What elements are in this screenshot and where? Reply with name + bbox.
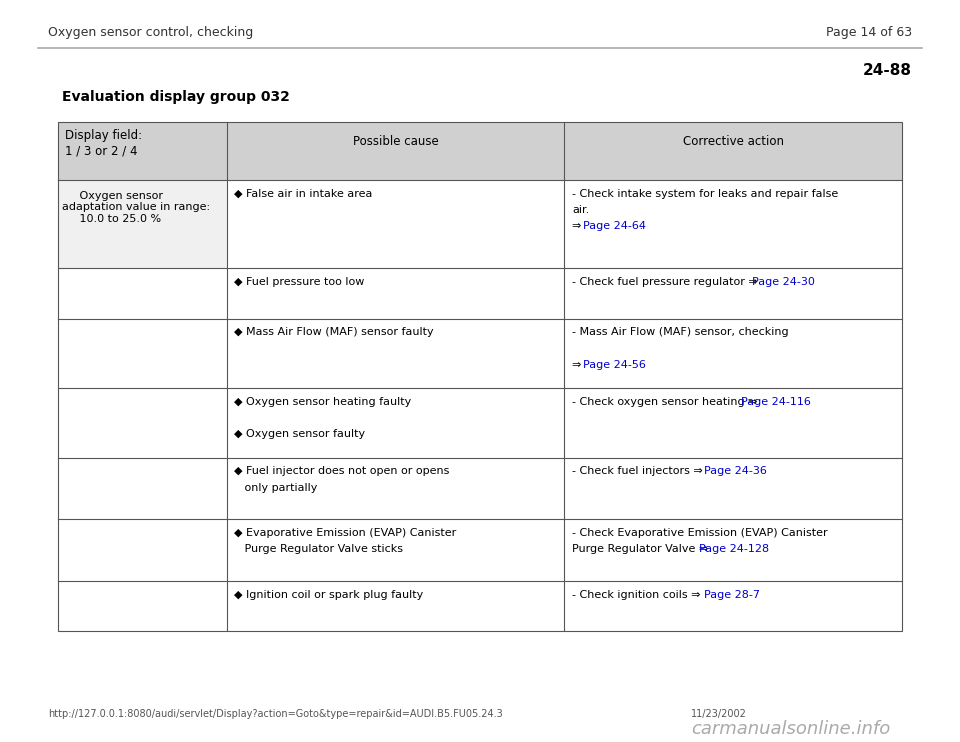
Text: - Check oxygen sensor heating ⇒: - Check oxygen sensor heating ⇒ bbox=[572, 397, 761, 407]
Bar bbox=[58, 122, 902, 631]
Text: Possible cause: Possible cause bbox=[352, 135, 439, 148]
Text: Page 24-64: Page 24-64 bbox=[583, 221, 646, 231]
Text: - Check fuel injectors ⇒: - Check fuel injectors ⇒ bbox=[572, 467, 707, 476]
Text: Page 14 of 63: Page 14 of 63 bbox=[826, 26, 912, 39]
Text: ◆ Oxygen sensor heating faulty: ◆ Oxygen sensor heating faulty bbox=[234, 397, 412, 407]
Text: - Check fuel pressure regulator ⇒: - Check fuel pressure regulator ⇒ bbox=[572, 278, 761, 287]
Text: Corrective action: Corrective action bbox=[683, 135, 784, 148]
Text: ◆ Oxygen sensor faulty: ◆ Oxygen sensor faulty bbox=[234, 430, 366, 439]
Text: Page 24-36: Page 24-36 bbox=[704, 467, 767, 476]
Text: Page 24-56: Page 24-56 bbox=[583, 360, 645, 370]
Text: 24-88: 24-88 bbox=[863, 63, 912, 78]
Text: ◆ Fuel pressure too low: ◆ Fuel pressure too low bbox=[234, 278, 365, 287]
Text: - Check ignition coils ⇒: - Check ignition coils ⇒ bbox=[572, 590, 704, 600]
Text: http://127.0.0.1:8080/audi/servlet/Display?action=Goto&type=repair&id=AUDI.B5.FU: http://127.0.0.1:8080/audi/servlet/Displ… bbox=[48, 709, 503, 719]
Text: Oxygen sensor control, checking: Oxygen sensor control, checking bbox=[48, 26, 253, 39]
Text: Page 28-7: Page 28-7 bbox=[704, 590, 760, 600]
FancyBboxPatch shape bbox=[58, 122, 902, 180]
Text: Page 24-30: Page 24-30 bbox=[752, 278, 814, 287]
Text: Display field:
1 / 3 or 2 / 4: Display field: 1 / 3 or 2 / 4 bbox=[65, 129, 142, 157]
Text: Purge Regulator Valve ⇒: Purge Regulator Valve ⇒ bbox=[572, 545, 712, 554]
Text: Page 24-128: Page 24-128 bbox=[699, 545, 769, 554]
Text: Oxygen sensor
adaptation value in range:
     10.0 to 25.0 %: Oxygen sensor adaptation value in range:… bbox=[62, 191, 210, 224]
Text: ◆ Ignition coil or spark plug faulty: ◆ Ignition coil or spark plug faulty bbox=[234, 590, 423, 600]
Text: carmanualsonline.info: carmanualsonline.info bbox=[691, 720, 891, 738]
Text: .: . bbox=[636, 221, 642, 231]
Text: ⇒: ⇒ bbox=[572, 360, 585, 370]
FancyBboxPatch shape bbox=[58, 180, 227, 269]
Text: ◆ False air in intake area: ◆ False air in intake area bbox=[234, 188, 372, 199]
Text: ⇒: ⇒ bbox=[572, 221, 585, 231]
Text: air.: air. bbox=[572, 205, 589, 214]
Text: ◆ Evaporative Emission (EVAP) Canister: ◆ Evaporative Emission (EVAP) Canister bbox=[234, 528, 457, 538]
Text: 11/23/2002: 11/23/2002 bbox=[691, 709, 747, 719]
Text: - Mass Air Flow (MAF) sensor, checking: - Mass Air Flow (MAF) sensor, checking bbox=[572, 327, 789, 338]
Text: ◆ Mass Air Flow (MAF) sensor faulty: ◆ Mass Air Flow (MAF) sensor faulty bbox=[234, 327, 434, 338]
Text: Page 24-116: Page 24-116 bbox=[741, 397, 811, 407]
Text: only partially: only partially bbox=[234, 482, 318, 493]
Text: - Check Evaporative Emission (EVAP) Canister: - Check Evaporative Emission (EVAP) Cani… bbox=[572, 528, 828, 538]
Text: ◆ Fuel injector does not open or opens: ◆ Fuel injector does not open or opens bbox=[234, 467, 449, 476]
Text: Evaluation display group 032: Evaluation display group 032 bbox=[62, 90, 290, 104]
Text: Purge Regulator Valve sticks: Purge Regulator Valve sticks bbox=[234, 545, 403, 554]
Text: - Check intake system for leaks and repair false: - Check intake system for leaks and repa… bbox=[572, 188, 838, 199]
